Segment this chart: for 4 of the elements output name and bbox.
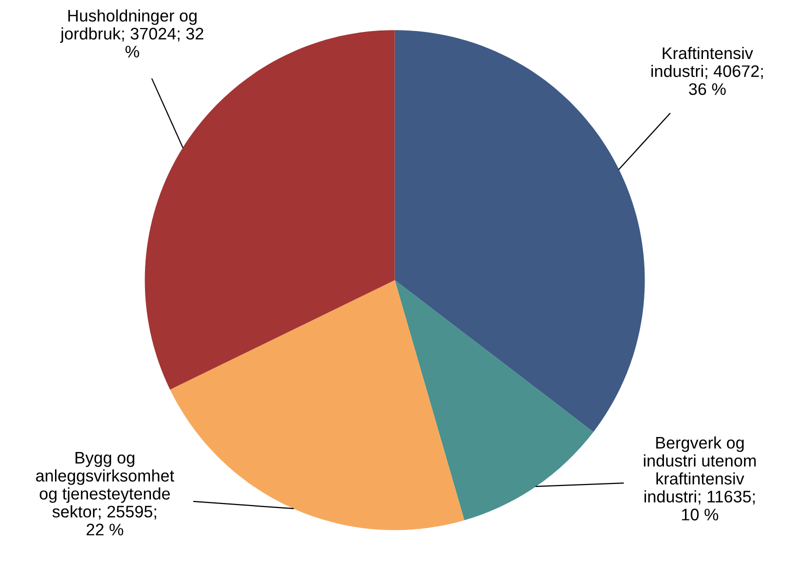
slice-label: Kraftintensiv industri; 40672; 36 %	[651, 46, 763, 96]
slice-label: Bergverk og industri utenom kraftintensiv industri; 11635; 10 %	[644, 436, 756, 520]
slice-label: Bygg og anleggsvirksomhet og tjenesteytende sektor; 25595; 22 %	[36, 452, 174, 536]
slice-label: Husholdninger og jordbruk; 37024; 32 %	[60, 9, 204, 58]
